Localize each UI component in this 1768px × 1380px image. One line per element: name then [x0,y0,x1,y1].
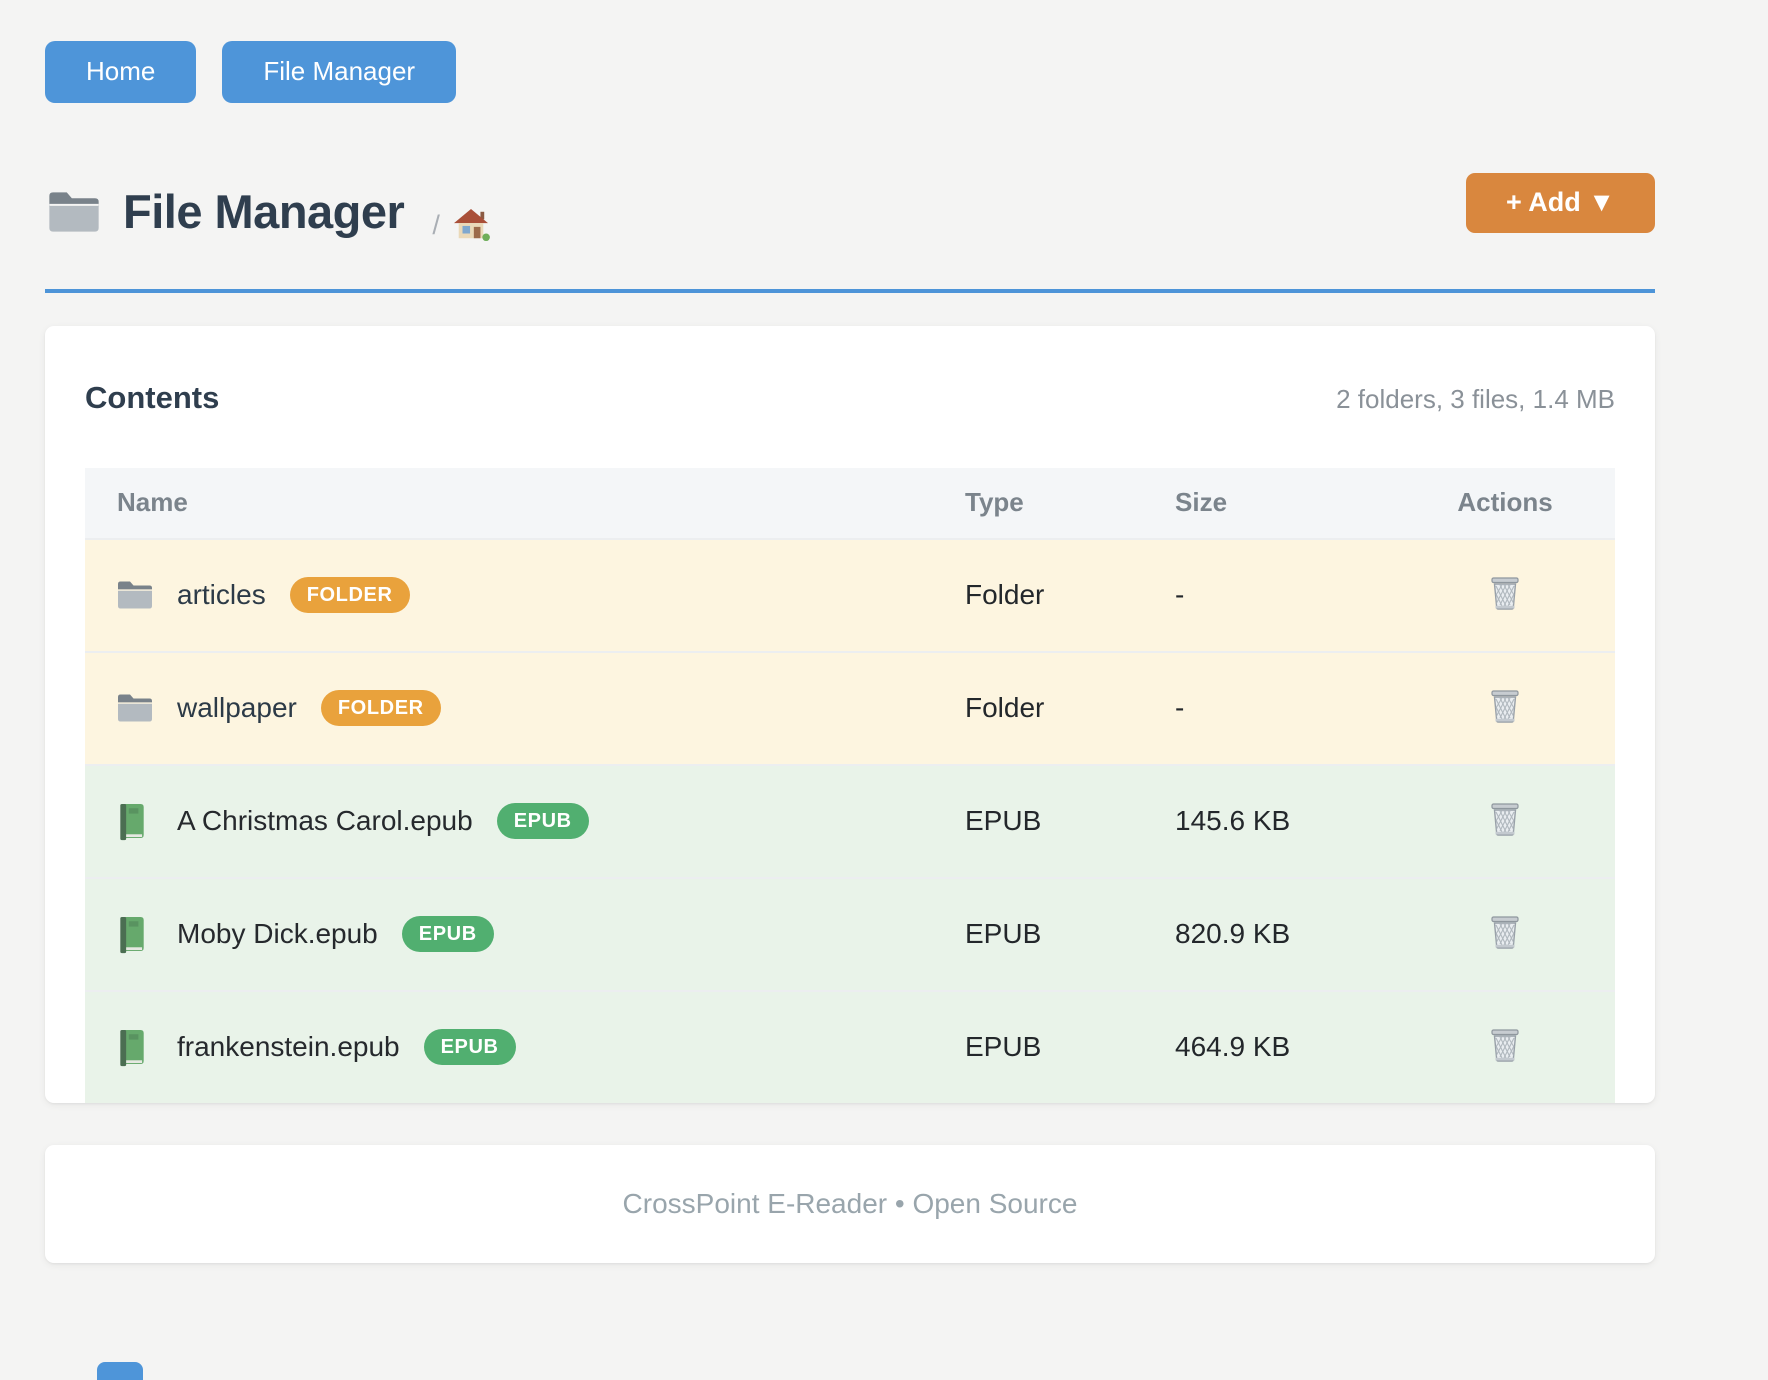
column-header-size: Size [1175,487,1228,518]
size-cell: - [1175,579,1185,611]
file-name: articles [177,579,266,611]
name-cell[interactable]: A Christmas Carol.epub EPUB [85,801,965,841]
top-nav: Home File Manager [45,0,1655,103]
file-name: Moby Dick.epub [177,918,378,950]
size-cell: - [1175,692,1185,724]
table-row[interactable]: frankenstein.epub EPUB EPUB 464.9 KB [85,989,1615,1103]
house-icon[interactable] [452,208,490,251]
size-cell: 820.9 KB [1175,918,1291,950]
type-badge: EPUB [423,1029,516,1066]
title-divider [45,288,1655,293]
file-name: frankenstein.epub [177,1031,400,1063]
table-body: articles FOLDER Folder - [85,537,1615,1103]
contents-heading: Contents [85,379,220,415]
page-header: File Manager / + Add ▼ [45,172,1655,251]
table-row[interactable]: articles FOLDER Folder - [85,537,1615,651]
folder-icon [115,575,155,615]
trash-icon [1485,916,1525,957]
table-row[interactable]: wallpaper FOLDER Folder - [85,650,1615,764]
column-header-name: Name [117,487,188,518]
file-manager-button[interactable]: File Manager [222,41,457,103]
partial-button-bottom[interactable] [97,1362,143,1380]
delete-button[interactable] [1481,795,1529,848]
type-badge: FOLDER [320,690,441,727]
table-row[interactable]: Moby Dick.epub EPUB EPUB 820.9 KB [85,876,1615,990]
type-cell: Folder [965,692,1045,724]
column-header-type: Type [965,487,1024,518]
file-table: Name Type Size Actions [85,467,1615,1103]
add-button[interactable]: + Add ▼ [1466,172,1655,233]
column-header-actions: Actions [1457,487,1553,518]
name-cell[interactable]: Moby Dick.epub EPUB [85,914,965,954]
trash-icon [1485,803,1525,844]
name-cell[interactable]: frankenstein.epub EPUB [85,1027,965,1067]
type-cell: Folder [965,579,1045,611]
breadcrumb-separator: / [432,209,440,240]
footer-card: CrossPoint E-Reader • Open Source [45,1144,1655,1263]
green-book-icon [115,1027,155,1067]
file-name: wallpaper [177,692,297,724]
delete-button[interactable] [1481,1021,1529,1074]
type-badge: EPUB [401,916,494,953]
green-book-icon [115,801,155,841]
type-cell: EPUB [965,805,1042,837]
page-title: File Manager [123,185,405,239]
file-name: A Christmas Carol.epub [177,805,473,837]
type-cell: EPUB [965,1031,1042,1063]
delete-button[interactable] [1481,682,1529,735]
trash-icon [1485,1029,1525,1070]
contents-summary: 2 folders, 3 files, 1.4 MB [1336,383,1615,414]
size-cell: 464.9 KB [1175,1031,1291,1063]
folder-icon [115,688,155,728]
trash-icon [1485,690,1525,731]
name-cell[interactable]: wallpaper FOLDER [85,688,965,728]
size-cell: 145.6 KB [1175,805,1291,837]
green-book-icon [115,914,155,954]
delete-button[interactable] [1481,569,1529,622]
trash-icon [1485,577,1525,618]
type-badge: FOLDER [289,577,410,614]
folder-icon [45,187,103,237]
name-cell[interactable]: articles FOLDER [85,575,965,615]
home-button[interactable]: Home [45,41,197,103]
delete-button[interactable] [1481,908,1529,961]
contents-card: Contents 2 folders, 3 files, 1.4 MB Name… [45,325,1655,1103]
type-badge: EPUB [496,803,589,840]
table-header-row: Name Type Size Actions [85,467,1615,538]
footer-text: CrossPoint E-Reader • Open Source [622,1187,1078,1219]
table-row[interactable]: A Christmas Carol.epub EPUB EPUB 145.6 K… [85,763,1615,877]
type-cell: EPUB [965,918,1042,950]
